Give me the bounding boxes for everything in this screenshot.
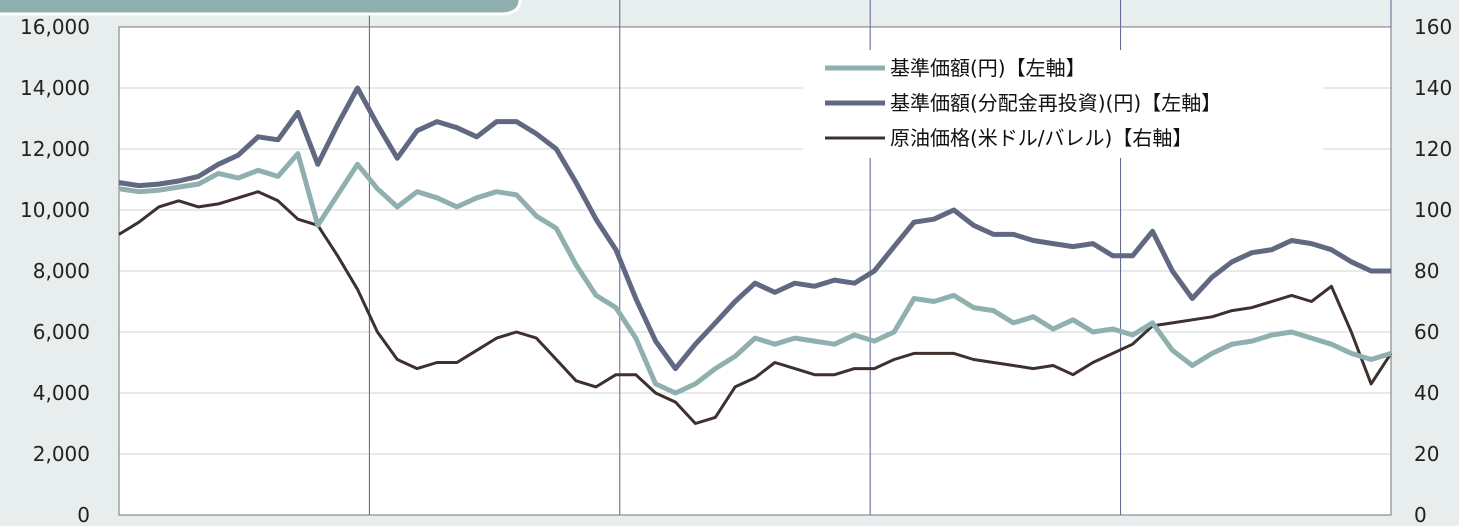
- legend-background: [803, 50, 1323, 158]
- left-axis-ticks: 0 2,000 4,000 6,000 8,000 10,000 12,000 14,000 1…: [20, 15, 90, 526]
- legend-label-nav: 基準価額(円)【左軸】: [890, 56, 1086, 80]
- right-axis-tick-label: 140: [1414, 76, 1452, 100]
- left-axis-tick-label: 2,000: [33, 442, 90, 466]
- right-axis-tick-label: 40: [1414, 381, 1439, 405]
- left-axis-tick-label: 12,000: [20, 137, 90, 161]
- right-axis-ticks: 0 20 40 60 80 100 120 140 160: [1414, 15, 1452, 526]
- right-axis-tick-label: 100: [1414, 198, 1452, 222]
- left-axis-tick-label: 4,000: [33, 381, 90, 405]
- right-axis-tick-label: 0: [1414, 503, 1427, 526]
- series-line-nav: [118, 151, 1392, 396]
- right-axis-tick-label: 160: [1414, 15, 1452, 39]
- legend: 基準価額(円)【左軸】 基準価額(分配金再投資)(円)【左軸】 原油価格(米ドル…: [803, 50, 1323, 158]
- right-axis-tick-label: 60: [1414, 320, 1439, 344]
- series-line-nav-reinvested: [118, 85, 1391, 372]
- left-axis-tick-label: 8,000: [33, 259, 90, 283]
- right-axis-tick-label: 120: [1414, 137, 1452, 161]
- left-axis-tick-label: 16,000: [20, 15, 90, 39]
- left-axis-tick-label: 0: [77, 503, 90, 526]
- left-axis-tick-label: 14,000: [20, 76, 90, 100]
- series-lines: [118, 85, 1393, 425]
- right-axis-tick-label: 20: [1414, 442, 1439, 466]
- right-axis-tick-label: 80: [1414, 259, 1439, 283]
- series-line-crude-oil: [118, 190, 1393, 425]
- legend-label-crude-oil: 原油価格(米ドル/バレル)【右軸】: [890, 126, 1192, 150]
- left-axis-tick-label: 10,000: [20, 198, 90, 222]
- header-tab-decoration: [0, 0, 522, 16]
- left-axis-tick-label: 6,000: [33, 320, 90, 344]
- legend-label-nav-reinvested: 基準価額(分配金再投資)(円)【左軸】: [890, 91, 1221, 115]
